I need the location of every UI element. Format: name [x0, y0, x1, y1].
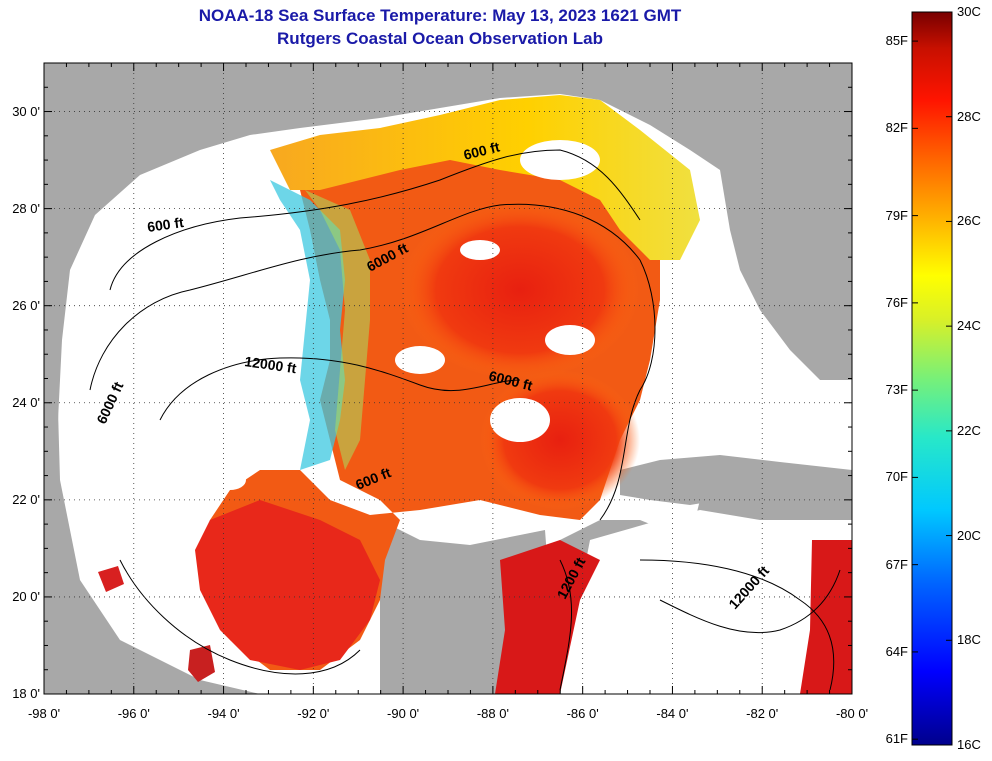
- florida-land: [700, 63, 852, 345]
- colorbar-celsius-label: 28C: [957, 108, 981, 124]
- lat-label: 20 0': [12, 588, 40, 604]
- colorbar-gradient: [911, 11, 953, 746]
- lat-label: 18 0': [12, 686, 40, 701]
- contour-label: 12000 ft: [244, 353, 298, 376]
- sst-west-patch: [98, 566, 124, 592]
- colorbar-fahrenheit-label: 76F: [885, 294, 908, 310]
- cuba-land: [620, 455, 852, 505]
- lat-label: 24 0': [12, 394, 40, 410]
- colorbar-celsius-label: 16C: [957, 737, 981, 752]
- sst-south-patch: [188, 645, 215, 682]
- colorbar-celsius-label: 24C: [957, 318, 981, 334]
- colorbar-celsius-label: 22C: [957, 422, 981, 438]
- lon-label: -96 0': [117, 706, 150, 721]
- sst-caribbean-west: [495, 540, 600, 694]
- map-title: NOAA-18 Sea Surface Temperature: May 13,…: [198, 6, 682, 25]
- bathymetry-contours: [89, 149, 841, 691]
- lon-label: -94 0': [207, 706, 240, 721]
- lat-label: 30 0': [12, 103, 40, 119]
- cloud-patch: [460, 240, 500, 260]
- colorbar-fahrenheit-label: 67F: [885, 556, 908, 572]
- colorbar-celsius-label: 18C: [957, 632, 981, 648]
- lon-label: -86 0': [566, 706, 599, 721]
- colorbar-fahrenheit-label: 61F: [885, 731, 908, 747]
- lon-label: -90 0': [387, 706, 420, 721]
- lat-label: 26 0': [12, 297, 40, 313]
- colorbar-fahrenheit-label: 79F: [885, 207, 908, 223]
- colorbar-fahrenheit-label: 85F: [885, 33, 908, 49]
- cloud-patch: [545, 325, 595, 355]
- lon-label: -84 0': [656, 706, 689, 721]
- contour-label: 600 ft: [146, 214, 185, 235]
- sst-cold-band: [270, 180, 345, 470]
- colorbar-fahrenheit-label: 82F: [885, 120, 908, 136]
- colorbar-celsius-label: 30C: [957, 4, 981, 19]
- mexico-land: [44, 63, 260, 694]
- lon-label: -88 0': [476, 706, 509, 721]
- graticule-grid: [44, 63, 852, 694]
- lon-label: -80 0': [835, 706, 869, 721]
- colorbar-fahrenheit-label: 70F: [885, 469, 908, 485]
- sst-southwest-region: [195, 500, 380, 670]
- sst-north-shelf: [270, 95, 700, 260]
- lon-label: -92 0': [297, 706, 330, 721]
- cloud-patch: [490, 398, 550, 442]
- lat-label: 28 0': [12, 200, 40, 216]
- lon-label: -82 0': [746, 706, 779, 721]
- colorbar-celsius-label: 20C: [957, 527, 981, 543]
- lat-label: 22 0': [12, 491, 40, 507]
- tick-marks: [43, 62, 853, 695]
- caribbean-water: [560, 510, 852, 694]
- cloud-patch: [520, 140, 600, 180]
- colorbar-fahrenheit-label: 73F: [885, 382, 908, 398]
- sst-cool-band: [305, 190, 370, 470]
- cloud-patch: [214, 470, 246, 490]
- colorbar-fahrenheit-label: 64F: [885, 643, 908, 659]
- cloud-patch: [395, 346, 445, 374]
- map-subtitle: Rutgers Coastal Ocean Observation Lab: [277, 29, 603, 48]
- colorbar-celsius-label: 26C: [957, 213, 981, 229]
- lon-label: -98 0': [27, 706, 61, 721]
- sst-caribbean-east: [800, 540, 852, 694]
